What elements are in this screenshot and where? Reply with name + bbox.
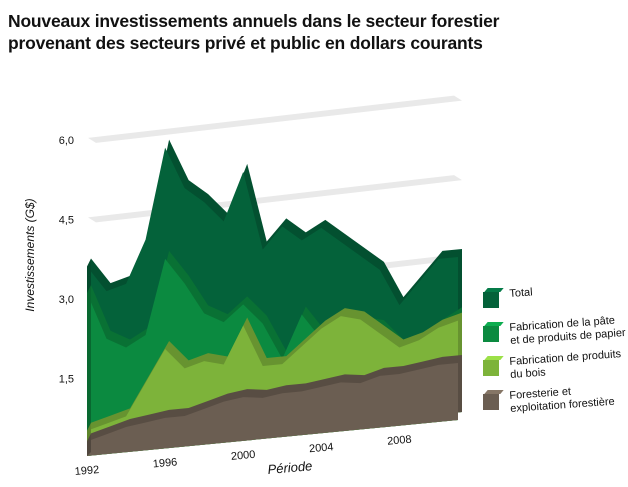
series-side-face: [87, 285, 91, 456]
x-tick-label: 2000: [230, 449, 255, 463]
y-tick-label: 4,5: [59, 214, 74, 226]
legend-swatch: [483, 394, 499, 410]
y-tick-label: 1,5: [59, 373, 74, 385]
series-area: [87, 363, 458, 456]
gridline: [88, 175, 462, 223]
title-line: provenant des secteurs privé et public e…: [8, 33, 483, 53]
x-tick-label: 1992: [74, 464, 99, 478]
x-tick-label: 2008: [387, 434, 412, 448]
gridline: [88, 95, 462, 143]
x-axis-label: Période: [267, 458, 313, 477]
legend-swatch: [483, 360, 499, 376]
x-tick-label: 2004: [309, 441, 334, 455]
series-3: [87, 355, 462, 456]
legend-swatch: [483, 326, 499, 342]
title-line: Nouveaux investissements annuels dans le…: [8, 11, 500, 31]
chart-title: Nouveaux investissements annuels dans le…: [8, 10, 499, 54]
series-side-face: [87, 433, 91, 456]
y-tick-label: 3,0: [59, 294, 74, 306]
legend-swatch: [483, 292, 499, 308]
legend-label: Total: [509, 286, 534, 300]
x-tick-label: 1996: [152, 456, 177, 470]
y-axis-label: Investissements (G$): [23, 198, 37, 311]
y-tick-label: 6,0: [59, 135, 74, 147]
